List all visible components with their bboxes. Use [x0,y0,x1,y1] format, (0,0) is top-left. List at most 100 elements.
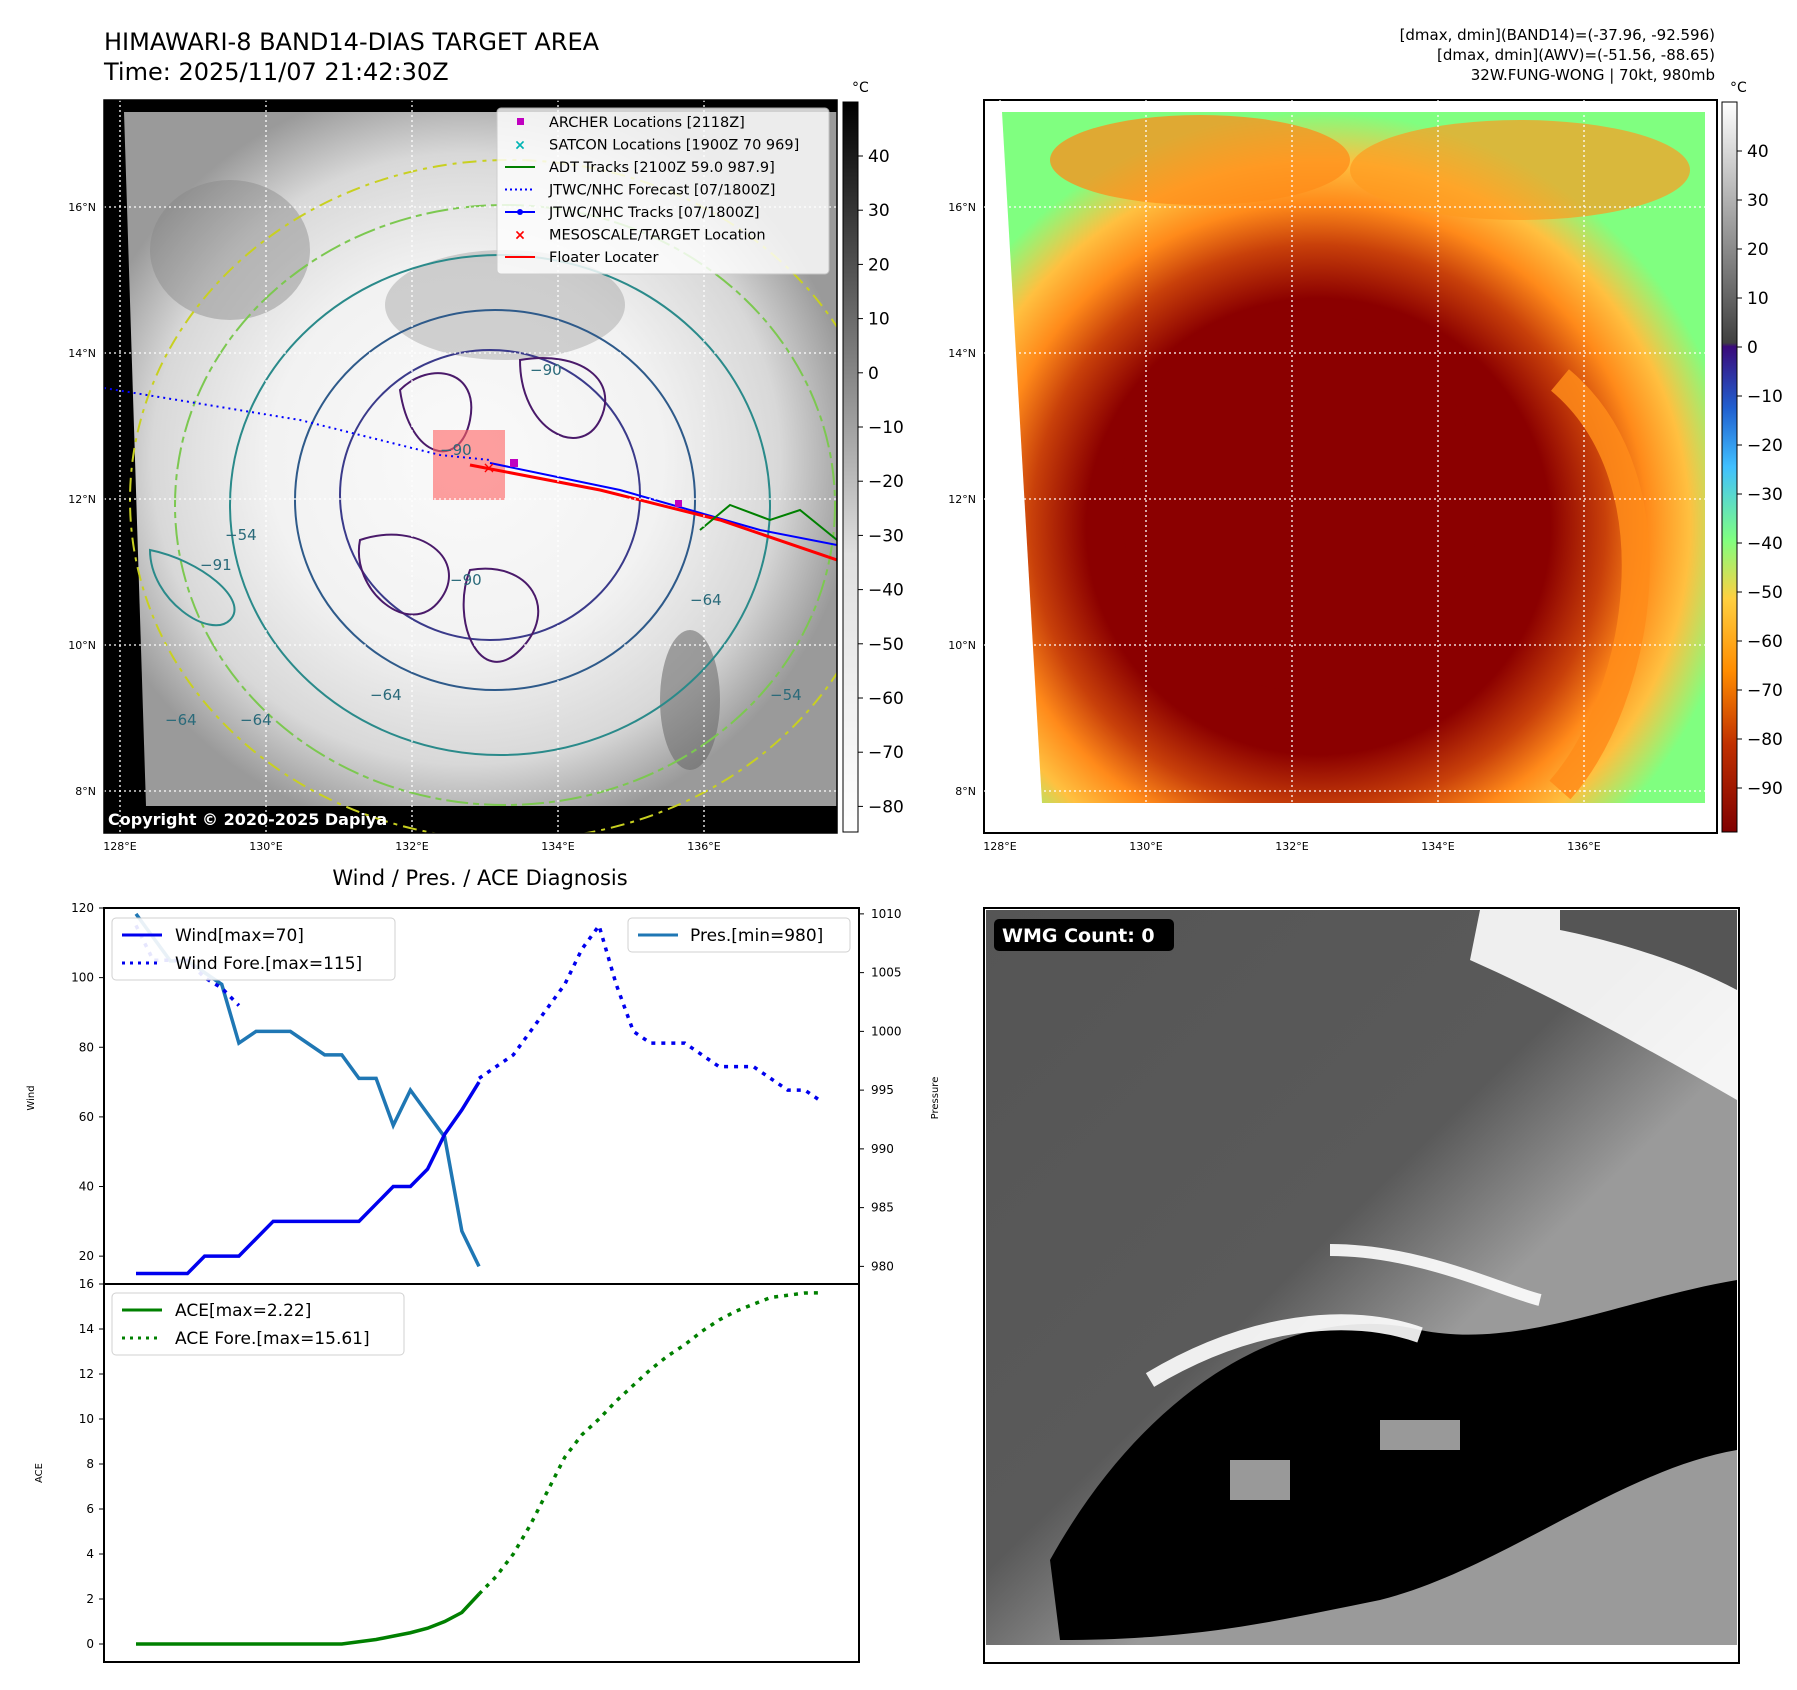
lon-label: 134°E [1421,840,1454,853]
mesoscale-marker: × [482,458,495,477]
right-colorbar [1721,101,1738,833]
contour-label: −64 [165,711,197,729]
y-tick-label: 14 [79,1322,94,1336]
colorbar-tick-label: 20 [868,255,890,275]
colorbar-tick-label: −50 [868,635,904,655]
colorbar-tick-label: 10 [868,310,890,330]
colorbar-tick-label: 0 [868,364,879,384]
legend-label: ARCHER Locations [2118Z] [549,115,745,131]
legend-marker [517,118,524,125]
y-tick-label: 6 [86,1502,94,1516]
lon-label: 132°E [1275,840,1308,853]
colorbar-tick-label: −60 [1747,632,1783,652]
wmg-count-label: WMG Count: 0 [1002,925,1155,947]
colorbar-tick-label: 40 [1747,142,1769,162]
colorbar-tick-label: −40 [868,581,904,601]
contour-label: −64 [370,686,402,704]
jtwc-track [489,462,837,546]
lon-label: 128°E [103,840,136,853]
right-lon-labels: 128°E 130°E 132°E 134°E 136°E [983,840,1600,853]
y-tick-label: 995 [871,1083,894,1097]
contour-label: −90 [440,441,472,459]
y-tick-label: 980 [871,1259,894,1273]
y-tick-label: 20 [79,1249,94,1263]
archer-marker [510,459,518,467]
colorbar-tick-label: −70 [868,743,904,763]
wind-axis-label: Wind [26,1085,37,1110]
series-line [136,1081,481,1276]
mesoscale-target-box [433,430,505,500]
y-tick-label: 80 [79,1040,94,1054]
lon-label: 134°E [541,840,574,853]
colorbar-tick-label: −30 [868,526,904,546]
lon-label: 130°E [1129,840,1162,853]
legend-wind-label: Wind[max=70] [175,926,304,946]
left-colorbar-ticks: 40 30 20 10 0 −10 −20 −30 −40 −50 −60 −70 −80 [858,147,904,817]
copyright-text: Copyright © 2020-2025 Dapiya [108,810,387,829]
left-lat-labels: 16°N 14°N 12°N 10°N 8°N [68,201,96,798]
y-tick-label: 60 [79,1110,94,1124]
legend-ace-label: ACE[max=2.22] [175,1301,311,1321]
colorbar-tick-label: 0 [1747,338,1758,358]
colorbar-tick-label: −20 [868,472,904,492]
y-tick-label: 2 [86,1592,94,1606]
y-tick-label: 120 [71,901,94,915]
lat-label: 12°N [68,493,96,506]
contour-label: −64 [240,711,272,729]
info-awv: [dmax, dmin](AWV)=(-51.56, -88.65) [1437,46,1715,64]
floater-locater-track [469,463,837,562]
lat-label: 12°N [948,493,976,506]
colorbar-tick-label: −40 [1747,534,1783,554]
series-line [477,1291,823,1596]
ace-axis-label: ACE [34,1463,45,1483]
lon-label: 136°E [1567,840,1600,853]
contour-label: −64 [690,591,722,609]
lat-label: 14°N [948,347,976,360]
left-colorbar-unit: °C [852,80,869,96]
right-lat-labels: 16°N 14°N 12°N 10°N 8°N [948,201,976,798]
left-map-legend: ARCHER Locations [2118Z] × SATCON Location… [496,107,830,275]
lat-label: 16°N [68,201,96,214]
colorbar-tick-label: 40 [868,147,890,167]
ace-chart: 16 14 12 10 8 6 4 2 0 ACE ACE[max=2.22] ACE Fore… [34,1277,860,1663]
colorbar-tick-label: −80 [868,797,904,817]
legend-wind-fore-label: Wind Fore.[max=115] [175,954,362,974]
figure-title: HIMAWARI-8 BAND14-DIAS TARGET AREA [104,28,600,56]
left-colorbar [842,101,859,833]
wind-legend [111,917,396,981]
y-tick-label: 12 [79,1367,94,1381]
colorbar-tick-label: −10 [868,418,904,438]
left-map-panel: × −90 −64 −54 −90 −64 −64 −54 −64 −90 −91 Copyrig… [68,80,904,853]
contour-label: −90 [450,571,482,589]
info-band14: [dmax, dmin](BAND14)=(-37.96, -92.596) [1400,26,1715,44]
legend-label: JTWC/NHC Tracks [07/1800Z] [548,205,760,221]
legend-label: Floater Locater [549,250,658,266]
info-storm: 32W.FUNG-WONG | 70kt, 980mb [1471,66,1715,84]
pressure-axis-label: Pressure [930,1077,941,1120]
contour-label: −90 [530,361,562,379]
lat-label: 8°N [955,785,976,798]
ace-legend [111,1292,405,1356]
lon-label: 136°E [687,840,720,853]
pressure-legend [627,917,851,953]
archer-marker [675,500,682,507]
legend-label: MESOSCALE/TARGET Location [549,228,766,244]
lat-label: 16°N [948,201,976,214]
legend-marker-dot [517,209,523,215]
lon-label: 130°E [249,840,282,853]
wmg-panel: WMG Count: 0 [983,907,1740,1664]
lat-label: 8°N [75,785,96,798]
legend-label: JTWC/NHC Forecast [07/1800Z] [548,183,775,199]
right-map-panel: 128°E 130°E 132°E 134°E 136°E 16°N 14°N 12°N 10… [948,80,1783,853]
series-line [478,921,823,1104]
contour-label-group: −90 −64 −54 −90 −64 −64 −54 −64 −90 −91 [165,361,802,729]
y-tick-label: 0 [86,1637,94,1651]
legend-pressure-label: Pres.[min=980] [690,926,823,946]
lat-label: 10°N [948,639,976,652]
colorbar-tick-label: −60 [868,689,904,709]
lat-label: 14°N [68,347,96,360]
contour-label: −91 [200,556,232,574]
legend-marker: × [514,138,526,154]
